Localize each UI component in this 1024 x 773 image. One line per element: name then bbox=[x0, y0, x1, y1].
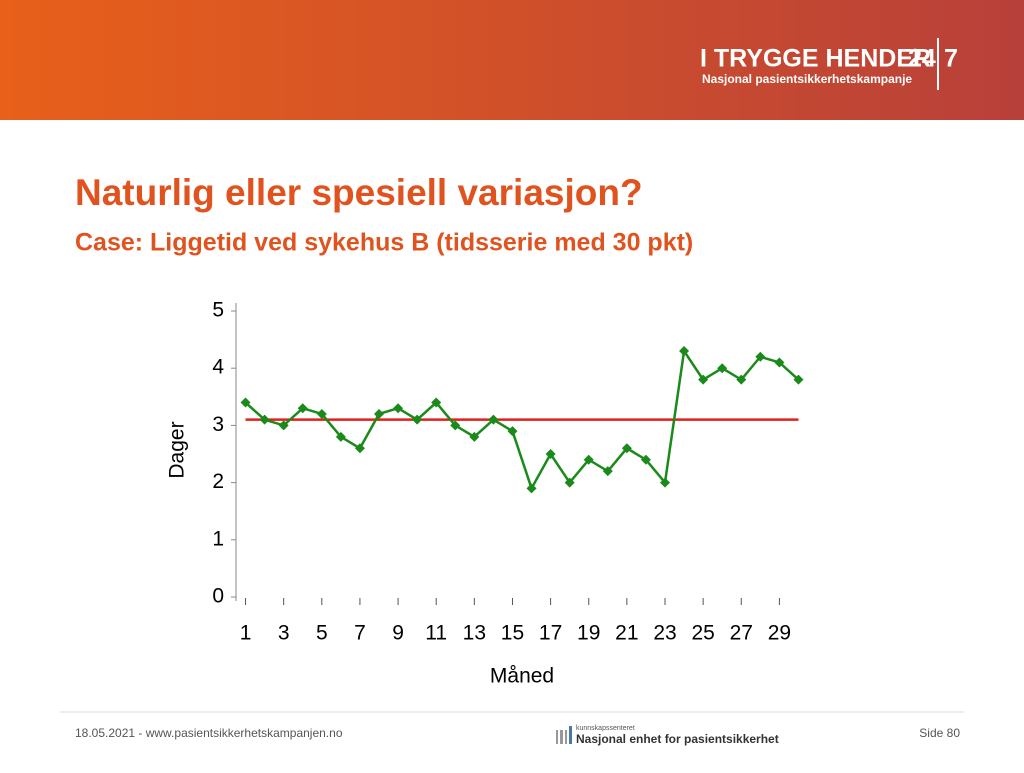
x-tick-label: 15 bbox=[501, 622, 524, 645]
y-tick-label: 1 bbox=[212, 527, 224, 550]
data-point bbox=[259, 414, 270, 425]
y-tick-label: 5 bbox=[212, 299, 224, 322]
data-point bbox=[297, 403, 308, 414]
x-tick-label: 11 bbox=[425, 622, 447, 645]
y-axis-label: Dager bbox=[166, 421, 189, 478]
x-tick-label: 19 bbox=[577, 622, 600, 645]
data-point bbox=[679, 346, 690, 357]
data-point bbox=[640, 454, 651, 465]
logo-number: 7 bbox=[944, 45, 958, 73]
data-point bbox=[354, 443, 365, 454]
x-tick-label: 17 bbox=[539, 622, 562, 645]
footer-logo-bars bbox=[556, 726, 572, 744]
logo-subtitle: Nasjonal pasientsikkerhetskampanje bbox=[702, 72, 912, 86]
data-point bbox=[450, 420, 461, 431]
data-point bbox=[507, 426, 518, 437]
data-point bbox=[698, 374, 709, 385]
data-point bbox=[488, 414, 499, 425]
y-tick-label: 3 bbox=[212, 413, 224, 436]
data-point bbox=[660, 477, 670, 488]
logo: I TRYGGE HENDER bbox=[700, 45, 931, 73]
data-point bbox=[412, 414, 423, 425]
x-tick-label: 13 bbox=[463, 622, 486, 645]
data-point bbox=[374, 408, 384, 419]
x-tick-label: 5 bbox=[316, 622, 328, 645]
data-point bbox=[431, 397, 442, 408]
header-band bbox=[0, 0, 1024, 120]
footer-org-small: kunnskapssenteret bbox=[576, 725, 635, 732]
page-number: Side 80 bbox=[919, 726, 960, 740]
y-tick-label: 2 bbox=[212, 470, 224, 493]
title: Naturlig eller spesiell variasjon? bbox=[75, 172, 643, 213]
data-point bbox=[526, 483, 537, 494]
y-tick-label: 0 bbox=[212, 585, 224, 608]
data-point bbox=[393, 403, 404, 414]
subtitle: Case: Liggetid ved sykehus B (tidsserie … bbox=[75, 229, 693, 257]
data-point bbox=[335, 431, 346, 442]
x-tick-label: 9 bbox=[392, 622, 404, 645]
data-point bbox=[736, 374, 747, 385]
data-point bbox=[316, 408, 327, 419]
data-point bbox=[583, 454, 594, 465]
footer-org: Nasjonal enhet for pasientsikkerhet bbox=[576, 732, 779, 746]
data-point bbox=[774, 357, 785, 368]
x-axis-label: Måned bbox=[490, 665, 554, 688]
data-point bbox=[621, 443, 632, 454]
data-point bbox=[469, 431, 480, 442]
x-tick-label: 3 bbox=[278, 622, 290, 645]
data-point bbox=[545, 449, 556, 459]
data-point bbox=[240, 397, 251, 408]
data-point bbox=[755, 351, 766, 362]
data-line bbox=[244, 347, 800, 492]
footer-date: 18.05.2021 - www.pasientsikkerhetskampan… bbox=[75, 726, 343, 740]
data-point bbox=[602, 466, 613, 477]
x-tick-label: 21 bbox=[615, 622, 638, 645]
x-tick-label: 29 bbox=[768, 622, 791, 645]
data-point bbox=[793, 374, 804, 385]
x-tick-label: 25 bbox=[691, 622, 714, 645]
data-point bbox=[717, 363, 728, 374]
logo-number: 24 bbox=[908, 45, 936, 73]
data-point bbox=[564, 477, 575, 488]
x-tick-label: 27 bbox=[730, 622, 753, 645]
y-tick-label: 4 bbox=[212, 356, 224, 379]
x-tick-label: 1 bbox=[240, 622, 252, 645]
x-tick-label: 7 bbox=[354, 622, 366, 645]
x-tick-label: 23 bbox=[653, 622, 676, 645]
data-point bbox=[278, 420, 289, 431]
